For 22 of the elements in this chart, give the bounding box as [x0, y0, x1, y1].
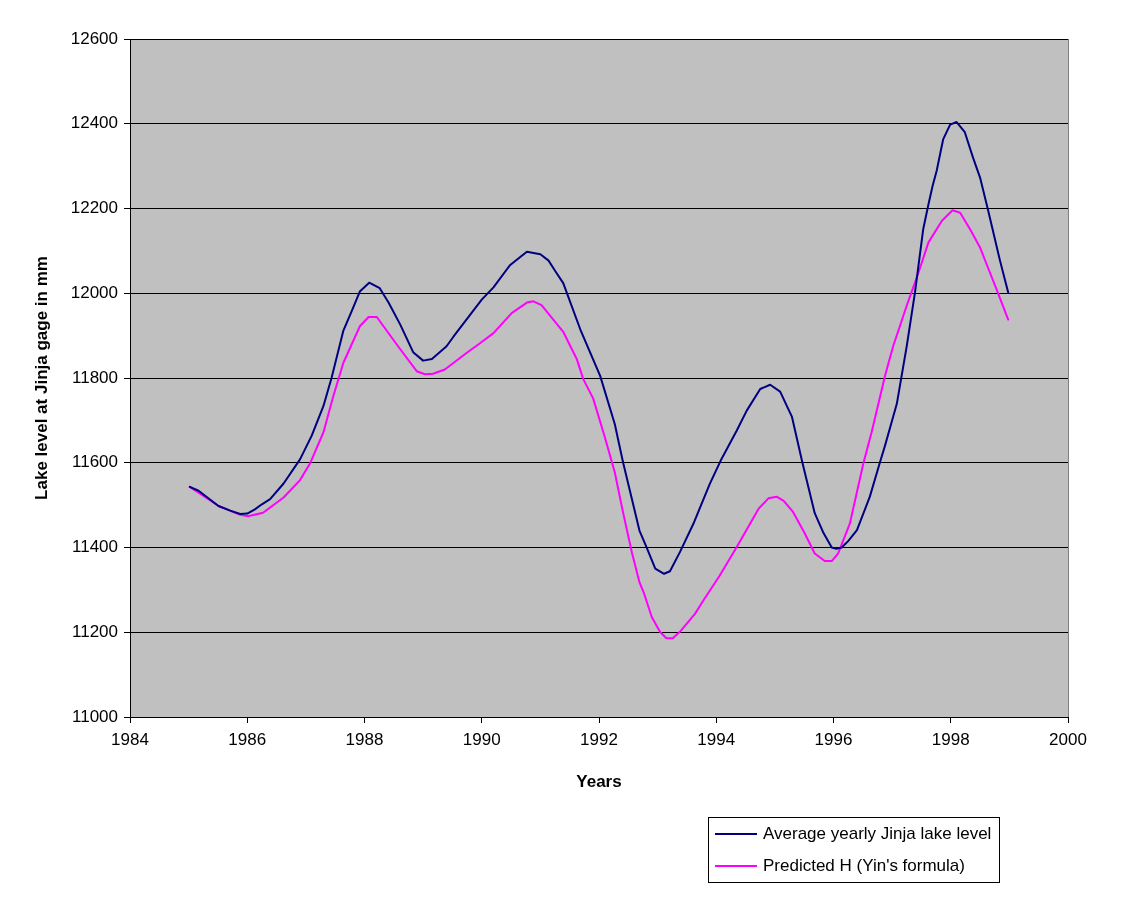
- y-tick-label: 11800: [71, 367, 118, 387]
- legend-label: Predicted H (Yin's formula): [763, 856, 965, 876]
- y-tick-label: 11400: [71, 537, 118, 557]
- x-tick-label: 1992: [580, 729, 618, 749]
- x-tick-label: 1998: [931, 729, 970, 749]
- y-tick-label: 11000: [71, 706, 118, 726]
- y-tick-label: 12600: [70, 28, 118, 48]
- x-axis-title: Years: [576, 772, 622, 792]
- x-tick-label: 1996: [814, 729, 853, 749]
- x-tick-label: 1988: [345, 729, 384, 749]
- y-tick-label: 12400: [70, 113, 118, 133]
- x-tick-label: 1994: [697, 729, 736, 749]
- legend-label: Average yearly Jinja lake level: [763, 824, 992, 844]
- y-tick-label: 12200: [70, 198, 118, 218]
- x-tick-label: 1986: [228, 729, 267, 749]
- y-tick-label: 11200: [71, 621, 118, 641]
- x-tick-label: 1990: [462, 729, 501, 749]
- y-tick-label: 12000: [70, 282, 118, 302]
- x-tick-label: 2000: [1049, 729, 1087, 749]
- x-tick-label: 1984: [111, 729, 149, 749]
- y-tick-label: 11600: [71, 452, 118, 472]
- y-axis-title: Lake level at Jinja gage in mm: [31, 256, 51, 500]
